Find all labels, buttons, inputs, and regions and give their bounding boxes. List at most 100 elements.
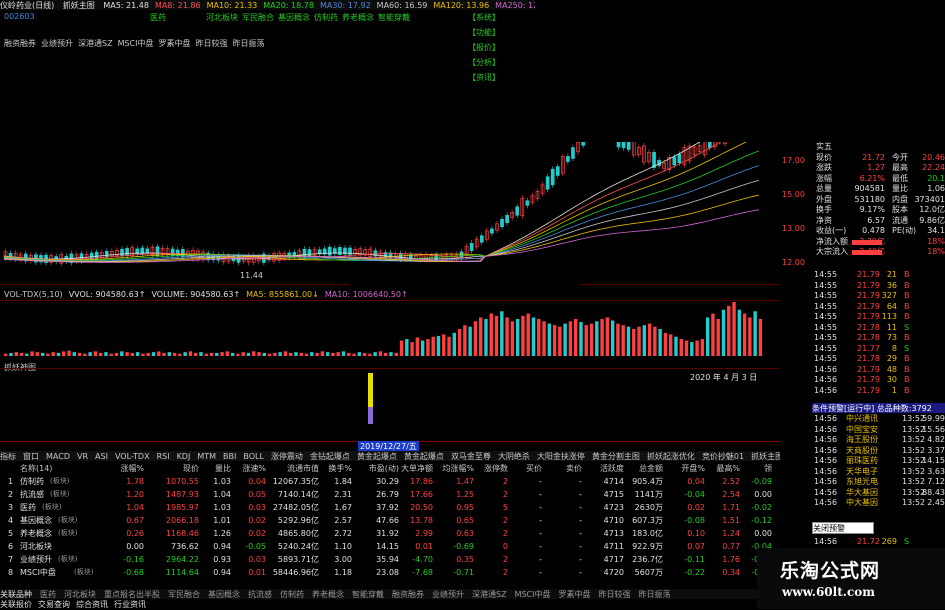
column-header[interactable]: 总金额	[639, 464, 663, 473]
indicator-tab[interactable]: BOLL	[243, 452, 264, 461]
bottom-tab[interactable]: 仿制药	[280, 590, 304, 599]
table-row[interactable]: 5 养老概念 (板块) 0.26 1168.46 1.26 0.02 4865.80亿 2.72…	[0, 527, 780, 540]
column-header[interactable]: 开盘%	[681, 464, 705, 473]
indicator-tab[interactable]: 双马金至尊	[450, 452, 491, 461]
menu-box[interactable]: 【分析】	[468, 58, 500, 67]
alert-row[interactable]: 14:56 中国宝安 13:52 15.56	[812, 425, 945, 436]
bottom-link[interactable]: 交易查询	[38, 600, 70, 609]
table-row[interactable]: 3 医药 (板块) 1.04 1985.97 1.03 0.03 27482.05亿 1.67 3…	[0, 501, 780, 514]
bottom-link[interactable]: 关联报价	[0, 600, 32, 609]
bottom-tab[interactable]: 昨日较强	[598, 590, 631, 599]
column-header[interactable]: 均涨幅%	[442, 464, 474, 473]
concept-tag[interactable]: 昨日振荡	[232, 39, 265, 48]
sector-name[interactable]: 基因概念	[20, 516, 52, 525]
concept-tag[interactable]: 业绩预升	[41, 39, 73, 48]
concept-tag[interactable]: 融资融券	[4, 39, 36, 48]
column-header[interactable]: 涨停数	[484, 464, 508, 473]
table-row[interactable]: 2 抗流感 (板块) 1.20 1487.93 1.04 0.05 7140.14亿 2.31 2…	[0, 488, 780, 501]
indicator-tab[interactable]: 窗口	[23, 452, 39, 461]
bottom-tab[interactable]: 昨日振荡	[638, 590, 671, 599]
column-header[interactable]: 量比	[215, 464, 231, 473]
indicator-tab[interactable]: MACD	[46, 452, 70, 461]
sector-name[interactable]: 养老概念	[20, 529, 52, 538]
column-header[interactable]: 最高%	[716, 464, 740, 473]
column-header[interactable]: 现价	[183, 464, 199, 473]
indicator-tab[interactable]: VOL-TDX	[114, 452, 150, 461]
column-header[interactable]: 涨幅%	[120, 464, 144, 473]
indicator-tab[interactable]: 竞价抄魅01	[701, 452, 745, 461]
alert-row[interactable]: 14:56 中大基因 13:52 2.45	[812, 498, 945, 509]
indicator-tab[interactable]: 黄金分割主图	[591, 452, 640, 461]
bottom-tab[interactable]: 军民融合	[168, 590, 200, 599]
bottom-tab[interactable]: 基因概念	[208, 590, 240, 599]
sector-name[interactable]: 业绩预升	[20, 555, 52, 564]
column-header[interactable]: 换手%	[328, 464, 352, 473]
menu-box[interactable]: 【系统】	[468, 13, 500, 22]
indicator-tab[interactable]: 黄金起爆点	[356, 452, 397, 461]
table-row[interactable]: 8 MSCI中盘 (板块) -0.68 1114.64 0.94 0.01 58446.96亿…	[0, 566, 780, 579]
bottom-tab[interactable]: 智能穿戴	[352, 590, 384, 599]
alert-title[interactable]: 条件预警[运行中] 总品种数:3792	[812, 403, 945, 413]
concept-tag[interactable]: MSCI中盘	[117, 39, 154, 48]
table-row[interactable]: 6 河北板块 0.00 736.62 0.94 -0.05 5240.24亿 1.10 14.1…	[0, 540, 780, 553]
bottom-tab[interactable]: 深港通SZ	[472, 590, 507, 599]
bottom-tab[interactable]: 抗流感	[248, 590, 272, 599]
indicator-tab[interactable]: MTM	[197, 452, 217, 461]
indicator-tab[interactable]: 抓妖起涨优化	[646, 452, 695, 461]
indicator-tab[interactable]: RSI	[156, 452, 170, 461]
alert-row[interactable]: 14:56 东旭光电 13:52 7.12	[812, 477, 945, 488]
bottom-tab[interactable]: 养老概念	[312, 590, 344, 599]
indicator-tab[interactable]: 指标	[0, 452, 16, 461]
sector-name[interactable]: 仿制药	[20, 477, 44, 486]
menu-box[interactable]: 【功能】	[468, 28, 500, 37]
sector-name[interactable]: 河北板块	[20, 542, 52, 551]
column-header[interactable]: 买价	[526, 464, 542, 473]
bottom-tab[interactable]: 关联品种	[0, 590, 32, 599]
alert-row[interactable]: 14:56 天商股份 13:52 3.37	[812, 446, 945, 457]
indicator-chart[interactable]	[0, 368, 780, 440]
column-header[interactable]: 活跃度	[600, 464, 624, 473]
sector-name[interactable]: MSCI中盘	[20, 568, 56, 577]
menu-box[interactable]: 【资讯】	[468, 73, 500, 82]
alert-row[interactable]: 14:56 华大基因 13:52 88.43	[812, 488, 945, 499]
sector-name[interactable]: 医药	[20, 503, 36, 512]
column-header[interactable]: 领	[764, 464, 772, 473]
indicator-tab[interactable]: BBI	[223, 452, 237, 461]
indicator-tab[interactable]: 金钻起爆点	[309, 452, 350, 461]
bottom-tab[interactable]: MSCI中盘	[514, 590, 551, 599]
bottom-tab[interactable]: 业绩预升	[432, 590, 464, 599]
price-chart[interactable]	[0, 10, 780, 285]
alert-row[interactable]: 14:56 海王股份 13:52 4.82	[812, 435, 945, 446]
indicator-tab[interactable]: 涨停震动	[270, 452, 303, 461]
column-header[interactable]: 大单净额	[401, 464, 433, 473]
bottom-link[interactable]: 行业资讯	[114, 600, 146, 609]
menu-box[interactable]: 【报价】	[468, 43, 500, 52]
bottom-tab[interactable]: 河北板块	[64, 590, 96, 599]
column-header[interactable]: 涨速%	[242, 464, 266, 473]
table-row[interactable]: 1 仿制药 (板块) 1.78 1070.55 1.03 0.04 12067.35亿 1.84…	[0, 475, 780, 488]
bottom-tab[interactable]: 罗素中盘	[558, 590, 591, 599]
alert-row[interactable]: 14:56 中兴通讯 13:52 59.99	[812, 414, 945, 425]
bottom-tab[interactable]: 医药	[40, 590, 56, 599]
column-header[interactable]: 卖价	[566, 464, 582, 473]
indicator-tab[interactable]: KDJ	[176, 452, 191, 461]
alert-row[interactable]: 14:56 天华电子 13:52 3.63	[812, 467, 945, 478]
bottom-tab[interactable]: 重点报名出半股	[104, 590, 160, 599]
sector-name[interactable]: 抗流感	[20, 490, 44, 499]
concept-tag[interactable]: 深港通SZ	[78, 39, 113, 48]
indicator-tab[interactable]: ASI	[95, 452, 108, 461]
indicator-tab[interactable]: 黄金起爆点	[403, 452, 444, 461]
volume-chart[interactable]	[0, 300, 780, 358]
bottom-tab[interactable]: 融资融券	[392, 590, 424, 599]
concept-tag[interactable]: 罗素中盘	[158, 39, 191, 48]
column-header[interactable]: 流通市值	[287, 464, 319, 473]
indicator-tab[interactable]: VR	[76, 452, 89, 461]
column-header[interactable]: 市盈(动)	[368, 464, 399, 473]
table-row[interactable]: 4 基因概念 (板块) 0.67 2066.18 1.01 0.02 5292.96亿 2.57…	[0, 514, 780, 527]
column-header[interactable]: 名称(14)	[20, 464, 53, 473]
table-row[interactable]: 7 业绩预升 (板块) -0.16 2964.22 0.93 0.03 5893.71亿 3.0…	[0, 553, 780, 566]
alert-row[interactable]: 14:56 丽珠医药 13:52 14.15	[812, 456, 945, 467]
indicator-tab[interactable]: 大阴绝杀	[497, 452, 530, 461]
close-alert-popup[interactable]: 关闭预警	[812, 522, 874, 534]
indicator-tab[interactable]: 抓妖主图	[751, 452, 780, 461]
